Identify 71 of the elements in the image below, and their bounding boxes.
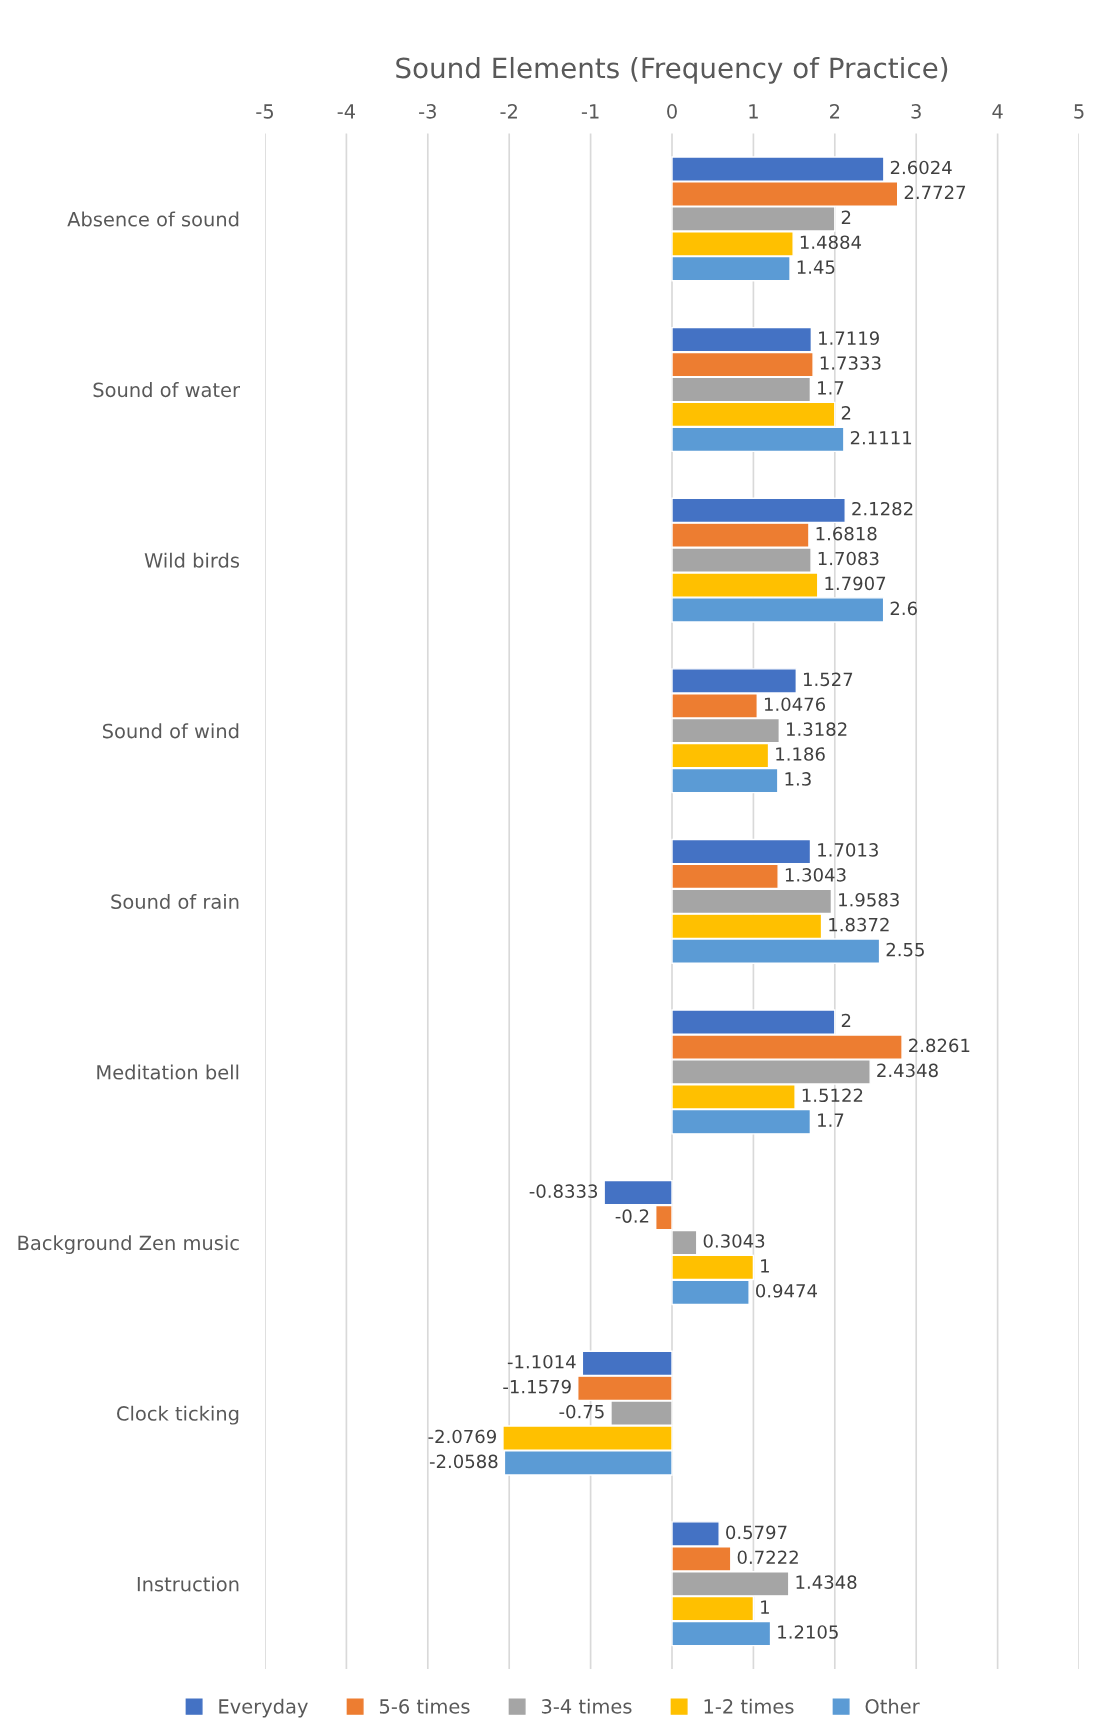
x-tick-label: 0	[667, 104, 677, 119]
x-tick-label: 5	[1074, 104, 1084, 119]
legend-label: 5-6 times	[379, 1698, 470, 1714]
x-tick-label: -3	[419, 104, 436, 119]
data-label: 1.7	[818, 381, 844, 395]
data-label: 0.3043	[703, 1234, 765, 1248]
data-label: 1.8372	[829, 917, 889, 932]
data-label: 1	[761, 1600, 769, 1614]
data-label: 2.6	[890, 601, 917, 616]
x-tick-label: 3	[911, 104, 921, 119]
data-label: 2.1282	[852, 501, 913, 516]
data-label: -2.0588	[429, 1454, 498, 1469]
x-tick-label: -1	[581, 104, 599, 119]
data-label: 1.3182	[786, 722, 847, 736]
data-label: 1.4884	[800, 235, 862, 250]
data-label: 2.4348	[877, 1063, 938, 1078]
data-label: 2.8261	[909, 1038, 970, 1053]
legend-label: Everyday	[219, 1698, 308, 1718]
data-label: 2.55	[886, 942, 924, 957]
data-label: 0.5797	[726, 1525, 787, 1540]
legend-label: 1-2 times	[704, 1698, 794, 1714]
data-label: 2	[841, 210, 851, 224]
x-tick-label: 2	[830, 104, 840, 119]
chart-title: Sound Elements (Frequency of Practice)	[396, 56, 948, 84]
legend-label: 3-4 times	[541, 1698, 632, 1714]
data-label: -0.2	[615, 1209, 649, 1223]
y-tick-label: Sound of water	[93, 382, 240, 398]
y-tick-label: Clock ticking	[117, 1405, 239, 1425]
data-label: 1.7	[818, 1113, 844, 1127]
data-label: 2	[841, 406, 851, 420]
y-tick-label: Wild birds	[144, 552, 240, 568]
y-tick-label: Sound of wind	[102, 723, 239, 739]
data-label: 1.7083	[818, 551, 879, 566]
data-label: -1.1014	[507, 1354, 576, 1369]
data-label: 2.6024	[890, 160, 952, 175]
data-label: -1.1579	[503, 1379, 571, 1394]
data-label: 1	[761, 1259, 769, 1273]
data-label: 1.7333	[820, 356, 881, 370]
data-label: 1.0476	[764, 697, 826, 712]
data-label: 1.527	[803, 672, 853, 687]
data-label: 2	[841, 1013, 851, 1028]
y-tick-label: Background Zen music	[18, 1235, 239, 1254]
x-tick-label: -4	[337, 104, 355, 119]
data-label: 1.4348	[796, 1575, 857, 1589]
data-label: 1.7119	[819, 331, 879, 345]
legend-label: Other	[865, 1698, 920, 1714]
y-tick-label: Instruction	[137, 1576, 239, 1592]
x-tick-label: 1	[749, 104, 758, 119]
data-label: 1.2105	[778, 1625, 838, 1639]
x-tick-label: -2	[500, 104, 517, 119]
data-label: 1.3	[785, 772, 811, 786]
data-label: 2.7727	[904, 185, 966, 199]
data-label: 1.7907	[825, 576, 886, 591]
data-label: 1.6818	[816, 526, 877, 541]
x-tick-label: -5	[256, 104, 273, 119]
data-label: -0.8333	[529, 1184, 598, 1198]
data-label: 1.186	[776, 747, 825, 761]
data-label: 1.3043	[785, 868, 846, 882]
data-label: -2.0769	[428, 1429, 496, 1444]
y-tick-label: Meditation bell	[97, 1064, 239, 1080]
data-label: 1.45	[797, 260, 835, 274]
y-tick-label: Sound of rain	[111, 893, 239, 909]
data-label: 1.5122	[802, 1088, 863, 1103]
data-label: 1.9583	[839, 892, 899, 907]
data-label: -0.75	[559, 1404, 604, 1419]
data-label: 2.1111	[850, 430, 912, 445]
data-label: 0.7222	[737, 1550, 798, 1565]
y-tick-label: Absence of sound	[67, 211, 239, 227]
data-label: 0.9474	[756, 1283, 817, 1298]
data-label: 1.7013	[818, 843, 878, 857]
x-tick-label: 4	[992, 104, 1003, 119]
